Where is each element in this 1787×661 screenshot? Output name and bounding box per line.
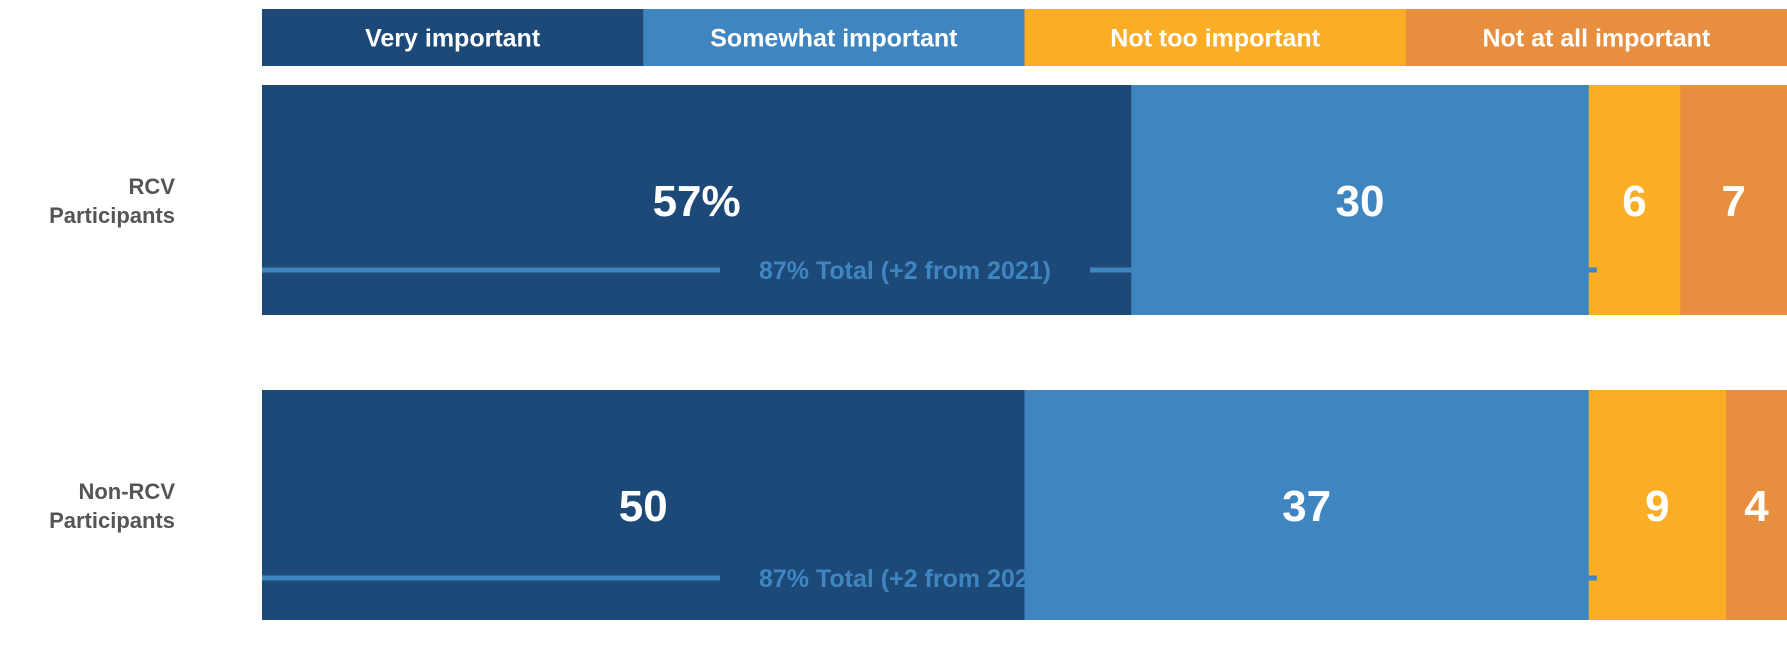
total-annotation-1: 87% Total (+2 from 2021) bbox=[759, 565, 1051, 593]
legend-label-0: Very important bbox=[365, 25, 541, 53]
data-label-0-0: 57% bbox=[653, 177, 741, 226]
bar-segment-1-0 bbox=[262, 390, 1025, 620]
bar-segment-1-1 bbox=[1024, 390, 1590, 620]
legend-swatch-0 bbox=[262, 9, 644, 66]
bar-segment-1-3 bbox=[1726, 390, 1787, 620]
bar-segment-1-2 bbox=[1588, 390, 1727, 620]
data-label-1-3: 4 bbox=[1744, 482, 1769, 531]
total-annotation-0: 87% Total (+2 from 2021) bbox=[759, 257, 1051, 285]
data-label-1-1: 37 bbox=[1282, 482, 1331, 531]
bar-segment-0-3 bbox=[1680, 85, 1787, 315]
row-label-0: RCV Participants bbox=[49, 174, 175, 228]
data-label-1-2: 9 bbox=[1645, 482, 1669, 531]
bars: 57% 30 6 7 50 37 9 4 bbox=[262, 85, 1787, 620]
data-label-0-3: 7 bbox=[1721, 177, 1745, 226]
legend-swatch-2 bbox=[1024, 9, 1407, 66]
legend-label-3: Not at all important bbox=[1482, 25, 1710, 53]
legend-label-2: Not too important bbox=[1110, 25, 1320, 53]
legend-swatch-1 bbox=[643, 9, 1025, 66]
legend-swatch-3 bbox=[1405, 9, 1787, 66]
bar-segment-0-1 bbox=[1131, 85, 1590, 315]
legend: Very important Somewhat important Not too … bbox=[262, 9, 1787, 66]
row-labels: RCV Participants Non-RCV Participants bbox=[49, 174, 175, 533]
bar-segment-0-0 bbox=[262, 85, 1132, 315]
data-label-0-1: 30 bbox=[1336, 177, 1385, 226]
row-label-1: Non-RCV Participants bbox=[49, 479, 175, 533]
total-annotations: 87% Total (+2 from 2021) 87% Total (+2 fr… bbox=[262, 257, 1597, 593]
data-label-1-0: 50 bbox=[619, 482, 668, 531]
legend-label-1: Somewhat important bbox=[710, 25, 958, 53]
data-label-0-2: 6 bbox=[1622, 177, 1646, 226]
bar-segment-0-2 bbox=[1588, 85, 1681, 315]
